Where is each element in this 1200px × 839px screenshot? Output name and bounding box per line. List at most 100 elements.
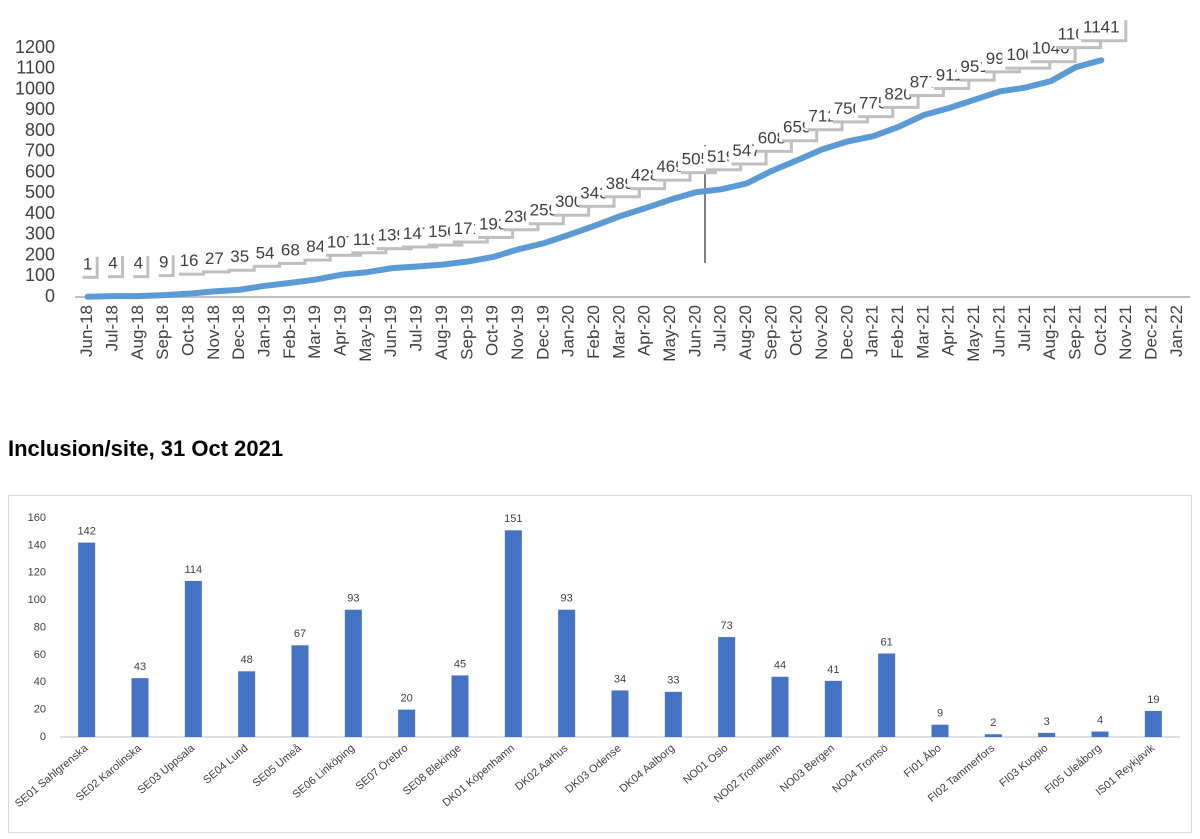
bar — [238, 671, 256, 737]
data-label: 911 — [936, 65, 963, 84]
x-tick-label: FI03 Kuopio — [997, 742, 1050, 789]
data-label: 93 — [347, 593, 359, 605]
x-tick-label: Sep-20 — [761, 305, 780, 360]
y-tick-label: 120 — [28, 567, 46, 579]
x-tick-label: Jul-21 — [1015, 305, 1034, 351]
data-label: 114 — [185, 564, 203, 576]
x-tick-label: Mar-20 — [609, 305, 628, 359]
bar — [558, 609, 576, 737]
data-label: 4 — [108, 254, 117, 273]
x-tick-label: Dec-21 — [1141, 305, 1160, 360]
data-label: 230 — [504, 207, 532, 226]
label-box — [302, 236, 329, 259]
x-tick-label: Nov-20 — [812, 305, 831, 360]
data-label: 107 — [327, 232, 355, 251]
x-tick-label: Feb-21 — [888, 305, 907, 359]
x-tick-label: Jun-21 — [989, 305, 1008, 357]
data-label: 389 — [606, 174, 634, 193]
x-tick-label: DK02 Aarhus — [513, 742, 571, 793]
bar — [718, 637, 736, 737]
bar — [824, 680, 842, 737]
bar — [451, 675, 469, 737]
data-label: 1 — [83, 254, 92, 273]
bar — [1091, 731, 1109, 737]
data-label: 259 — [530, 201, 558, 220]
data-label: 151 — [504, 513, 522, 525]
data-label: 659 — [783, 118, 811, 137]
label-box — [277, 239, 304, 262]
y-tick-label: 80 — [34, 621, 46, 633]
x-tick-label: Aug-18 — [128, 305, 147, 360]
data-label: 54 — [256, 243, 275, 262]
bar — [504, 530, 522, 737]
y-tick-label: 300 — [25, 224, 55, 244]
x-tick-label: Nov-21 — [1116, 305, 1135, 360]
x-tick-label: Jan-21 — [863, 305, 882, 357]
x-tick-label: NO01 Oslo — [681, 742, 730, 786]
data-label: 1141 — [1083, 18, 1120, 37]
x-tick-label: Jun-18 — [77, 305, 96, 357]
data-label: 3 — [1044, 716, 1050, 728]
y-tick-label: 700 — [25, 141, 55, 161]
label-box — [176, 250, 203, 273]
y-tick-label: 900 — [25, 99, 55, 119]
x-tick-label: SE04 Lund — [201, 742, 250, 786]
data-label: 93 — [561, 593, 573, 605]
data-label: 428 — [631, 166, 659, 185]
x-tick-label: Aug-19 — [432, 305, 451, 360]
x-tick-label: SE03 Uppsala — [136, 742, 198, 797]
y-tick-label: 200 — [25, 244, 55, 264]
data-label: 67 — [294, 628, 306, 640]
label-box — [1078, 17, 1125, 40]
data-label: 19 — [1147, 694, 1159, 706]
y-tick-label: 400 — [25, 203, 55, 223]
label-box — [155, 252, 172, 275]
x-tick-label: Nov-19 — [508, 305, 527, 360]
bar — [611, 690, 629, 737]
data-label: 84 — [306, 237, 325, 256]
x-tick-label: Oct-21 — [1091, 305, 1110, 356]
x-tick-label: Aug-20 — [736, 305, 755, 360]
bar — [131, 678, 149, 737]
data-label: 142 — [77, 526, 95, 538]
chart-frame — [8, 495, 1192, 833]
label-box — [130, 253, 147, 276]
y-tick-label: 160 — [28, 512, 46, 524]
x-tick-label: May-19 — [356, 305, 375, 362]
x-tick-label: Mar-19 — [305, 305, 324, 359]
data-label: 775 — [859, 94, 887, 113]
data-label: 4 — [134, 254, 143, 273]
data-label: 20 — [401, 693, 413, 705]
data-label: 171 — [454, 219, 482, 238]
data-label: 61 — [881, 636, 893, 648]
x-tick-label: Oct-18 — [179, 305, 198, 356]
data-label: 4 — [1097, 714, 1103, 726]
x-tick-label: May-20 — [660, 305, 679, 362]
data-label: 343 — [580, 183, 608, 202]
y-tick-label: 600 — [25, 161, 55, 181]
data-label: 505 — [682, 150, 710, 169]
x-tick-label: Jul-20 — [711, 305, 730, 351]
data-label: 9 — [159, 253, 168, 272]
data-label: 712 — [808, 107, 836, 126]
data-label: 519 — [707, 147, 735, 166]
data-label: 41 — [827, 664, 839, 676]
label-box — [226, 246, 253, 269]
data-label: 877 — [910, 73, 938, 92]
data-label: 43 — [134, 661, 146, 673]
x-tick-label: Dec-19 — [533, 305, 552, 360]
y-tick-label: 100 — [25, 265, 55, 285]
data-line — [84, 57, 1105, 300]
data-label: 44 — [774, 660, 786, 672]
bar — [931, 724, 949, 737]
x-tick-label: Apr-21 — [939, 305, 958, 356]
x-tick-label: Jul-19 — [407, 305, 426, 351]
bar — [984, 734, 1002, 737]
x-tick-label: Oct-20 — [787, 305, 806, 356]
data-label: 300 — [555, 192, 583, 211]
x-tick-label: Apr-19 — [331, 305, 350, 356]
data-label: 2 — [990, 717, 996, 729]
data-label: 608 — [758, 128, 786, 147]
y-tick-label: 1100 — [16, 58, 55, 78]
